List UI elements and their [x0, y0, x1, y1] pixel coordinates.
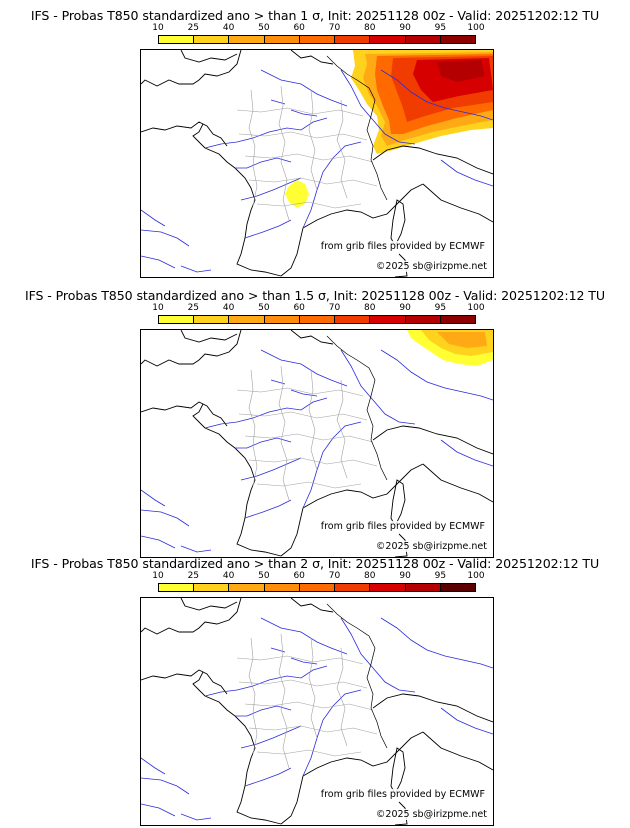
colorbar: [158, 315, 476, 324]
colorbar-swatch: [405, 316, 441, 323]
panel-title: IFS - Probas T850 standardized ano > tha…: [24, 288, 606, 303]
colorbar-swatch: [440, 316, 475, 323]
colorbar-swatch: [405, 36, 441, 43]
map-panel-1-5sigma: IFS - Probas T850 standardized ano > tha…: [0, 280, 630, 558]
colorbar-ticks: 10 25 40 50 60 70 80 90 95 100: [152, 303, 484, 314]
colorbar-swatch: [264, 36, 300, 43]
colorbar-swatch: [405, 584, 441, 591]
colorbar-swatch: [335, 36, 371, 43]
source-credit: from grib files provided by ECMWF: [318, 241, 487, 252]
colorbar-swatch: [299, 584, 336, 591]
colorbar-tick: 100: [467, 23, 485, 33]
colorbar-swatch: [370, 316, 406, 323]
colorbar-tick: 10: [152, 571, 164, 581]
colorbar-tick: 25: [187, 23, 200, 33]
panel-title: IFS - Probas T850 standardized ano > tha…: [30, 8, 600, 23]
source-credit: from grib files provided by ECMWF: [318, 521, 487, 532]
colorbar-tick: 60: [293, 23, 305, 33]
colorbar-tick: 70: [328, 303, 341, 313]
map-panel-2sigma: IFS - Probas T850 standardized ano > tha…: [0, 548, 630, 826]
colorbar-swatch: [194, 36, 230, 43]
colorbar-tick: 25: [187, 571, 200, 581]
colorbar-swatch: [299, 316, 336, 323]
colorbar-tick: 70: [328, 571, 341, 581]
probability-map: from grib files provided by ECMWF ©2025 …: [140, 329, 494, 558]
colorbar-swatch: [264, 584, 300, 591]
colorbar-ticks: 10 25 40 50 60 70 80 90 95 100: [152, 571, 484, 582]
colorbar-swatch: [335, 316, 371, 323]
colorbar-swatch: [194, 584, 230, 591]
colorbar-tick: 95: [434, 303, 447, 313]
colorbar-tick: 50: [258, 23, 270, 33]
colorbar-tick: 90: [399, 571, 411, 581]
colorbar-tick: 10: [152, 303, 164, 313]
colorbar: [158, 35, 476, 44]
colorbar-tick: 80: [364, 571, 376, 581]
colorbar-tick: 50: [258, 571, 270, 581]
colorbar-swatch: [159, 316, 195, 323]
colorbar-swatch: [440, 584, 475, 591]
copyright-credit: ©2025 sb@irizpme.net: [373, 261, 489, 272]
colorbar-tick: 25: [187, 303, 200, 313]
colorbar-tick: 80: [364, 303, 376, 313]
probability-map: from grib files provided by ECMWF ©2025 …: [140, 49, 494, 278]
colorbar-swatch: [229, 584, 265, 591]
colorbar-tick: 40: [222, 23, 235, 33]
source-credit: from grib files provided by ECMWF: [318, 789, 487, 800]
colorbar-tick: 100: [467, 303, 485, 313]
colorbar-swatch: [335, 584, 371, 591]
probability-map: from grib files provided by ECMWF ©2025 …: [140, 597, 494, 826]
colorbar-ticks: 10 25 40 50 60 70 80 90 95 100: [152, 23, 484, 34]
colorbar-swatch: [370, 36, 406, 43]
colorbar-swatch: [229, 36, 265, 43]
colorbar-tick: 95: [434, 571, 447, 581]
colorbar-swatch: [299, 36, 336, 43]
colorbar-swatch: [159, 584, 195, 591]
copyright-credit: ©2025 sb@irizpme.net: [373, 541, 489, 552]
colorbar-swatch: [264, 316, 300, 323]
map-panel-1sigma: IFS - Probas T850 standardized ano > tha…: [0, 0, 630, 278]
map-canvas: [141, 50, 493, 277]
colorbar-tick: 10: [152, 23, 164, 33]
copyright-credit: ©2025 sb@irizpme.net: [373, 809, 489, 820]
colorbar-swatch: [229, 316, 265, 323]
panel-title: IFS - Probas T850 standardized ano > tha…: [30, 556, 600, 571]
colorbar-tick: 90: [399, 303, 411, 313]
colorbar-tick: 100: [467, 571, 485, 581]
colorbar-tick: 90: [399, 23, 411, 33]
colorbar: [158, 583, 476, 592]
colorbar-tick: 60: [293, 571, 305, 581]
colorbar-tick: 70: [328, 23, 341, 33]
map-canvas: [141, 330, 493, 557]
colorbar-swatch: [370, 584, 406, 591]
colorbar-tick: 60: [293, 303, 305, 313]
colorbar-tick: 50: [258, 303, 270, 313]
colorbar-tick: 95: [434, 23, 447, 33]
colorbar-swatch: [440, 36, 475, 43]
colorbar-tick: 40: [222, 571, 235, 581]
colorbar-tick: 40: [222, 303, 235, 313]
colorbar-swatch: [159, 36, 195, 43]
colorbar-swatch: [194, 316, 230, 323]
colorbar-tick: 80: [364, 23, 376, 33]
